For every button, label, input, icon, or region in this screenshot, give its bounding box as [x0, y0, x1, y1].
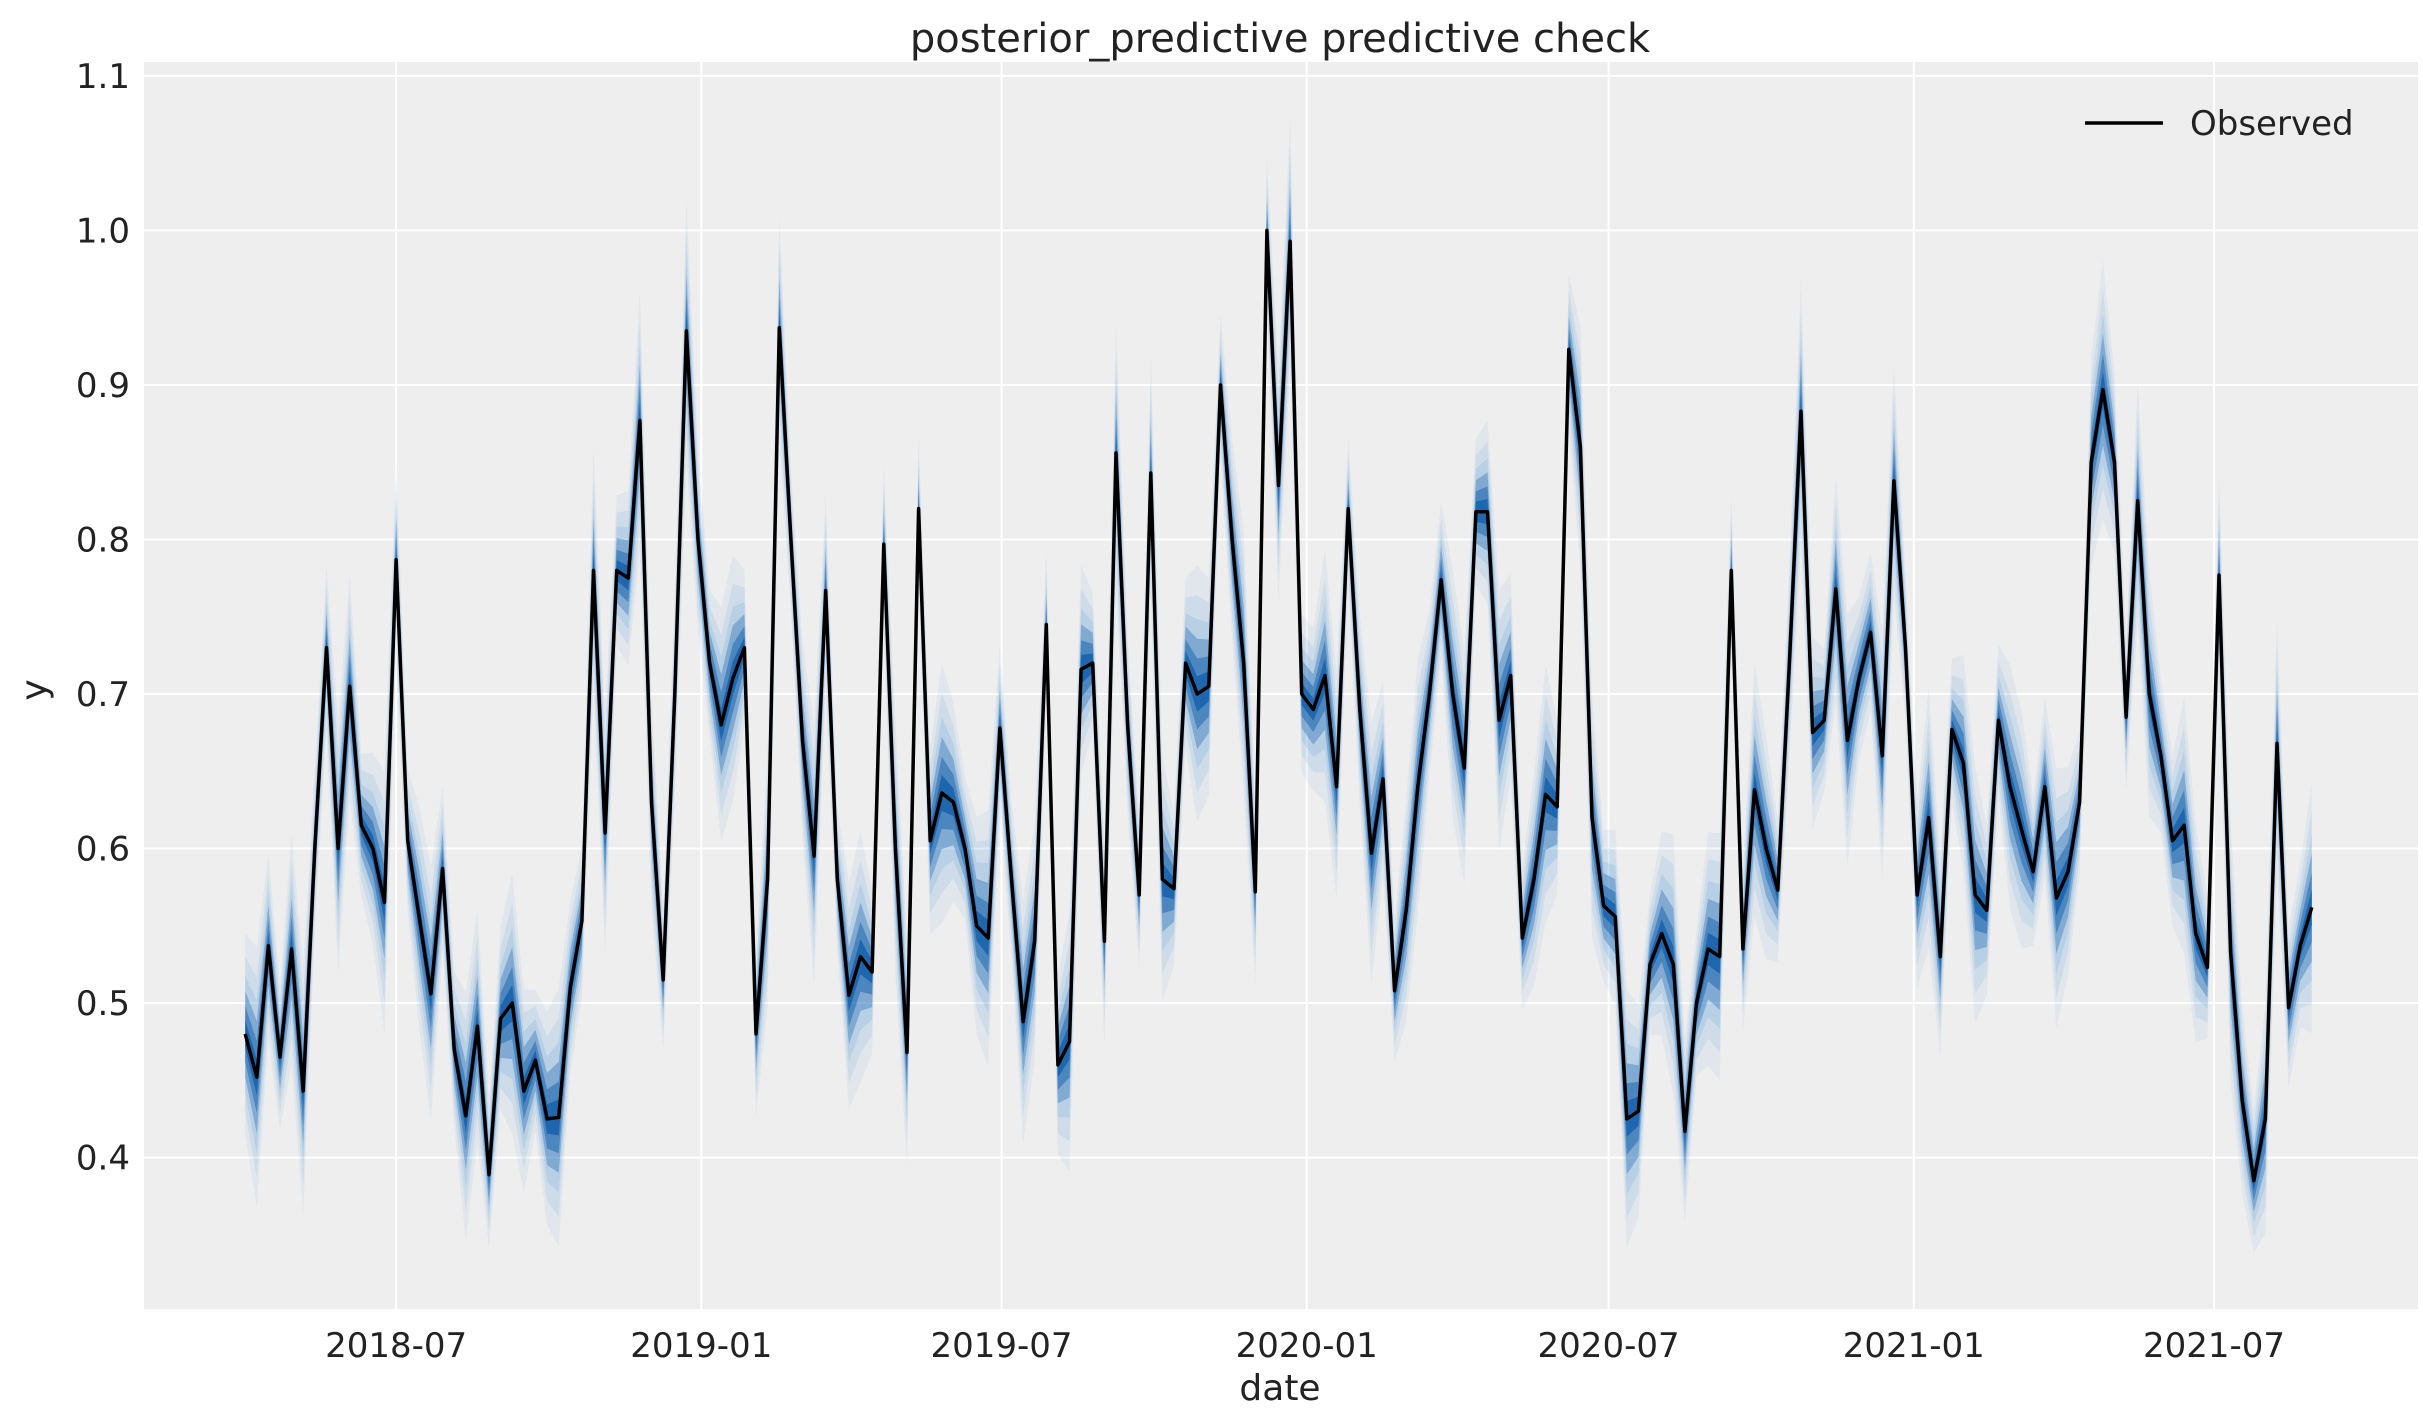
y-tick-label: 1.0 [76, 211, 130, 251]
x-tick-label: 2018-07 [325, 1326, 467, 1366]
x-tick-label: 2019-01 [630, 1326, 772, 1366]
x-tick-label: 2021-01 [1843, 1326, 1985, 1366]
y-tick-label: 0.6 [76, 830, 130, 870]
y-tick-label: 0.8 [76, 520, 130, 560]
y-tick-label: 0.5 [76, 984, 130, 1024]
y-tick-labels: 0.4 0.5 0.6 0.7 0.8 0.9 1.0 1.1 [76, 57, 130, 1179]
chart-title: posterior_predictive predictive check [910, 16, 1651, 62]
y-tick-label: 1.1 [76, 57, 130, 97]
y-tick-label: 0.7 [76, 675, 130, 715]
x-tick-label: 2021-07 [2143, 1326, 2285, 1366]
x-tick-label: 2019-07 [930, 1326, 1072, 1366]
x-tick-label: 2020-01 [1236, 1326, 1378, 1366]
legend-observed-label: Observed [2190, 104, 2354, 144]
x-tick-labels: 2018-07 2019-01 2019-07 2020-01 2020-07 2021-… [325, 1326, 2285, 1366]
y-axis-label: y [14, 679, 55, 700]
x-tick-label: 2020-07 [1538, 1326, 1680, 1366]
x-axis-label: date [1239, 1368, 1320, 1409]
y-tick-label: 0.9 [76, 366, 130, 406]
y-tick-label: 0.4 [76, 1139, 130, 1179]
